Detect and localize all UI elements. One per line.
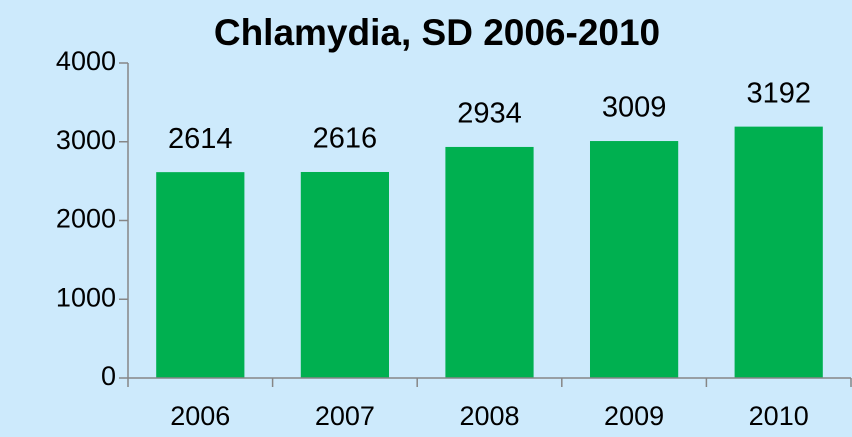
y-tick-label: 1000 bbox=[56, 282, 116, 312]
bar bbox=[734, 126, 823, 378]
value-label: 3009 bbox=[602, 92, 667, 124]
bar bbox=[300, 171, 390, 378]
x-tick-label: 2008 bbox=[459, 401, 519, 431]
value-label: 2616 bbox=[313, 123, 378, 155]
y-tick-label: 2000 bbox=[56, 204, 116, 234]
x-tick-label: 2006 bbox=[170, 401, 230, 431]
bar bbox=[445, 146, 534, 378]
bar bbox=[589, 141, 679, 378]
value-label: 2614 bbox=[168, 123, 233, 155]
y-tick-label: 4000 bbox=[56, 46, 116, 76]
y-tick-label: 3000 bbox=[56, 125, 116, 155]
x-tick-label: 2009 bbox=[604, 401, 664, 431]
x-tick-label: 2007 bbox=[315, 401, 375, 431]
x-tick-label: 2010 bbox=[749, 401, 809, 431]
bar bbox=[156, 172, 245, 378]
y-tick-label: 0 bbox=[101, 361, 116, 391]
value-label: 3192 bbox=[746, 77, 811, 109]
value-label: 2934 bbox=[457, 98, 522, 130]
chart-title: Chlamydia, SD 2006-2010 bbox=[214, 12, 660, 53]
